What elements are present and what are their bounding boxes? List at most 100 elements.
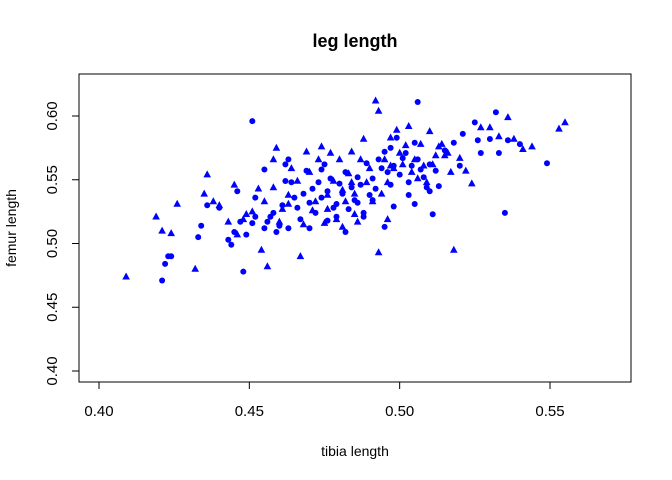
data-point-triangle [350,189,359,197]
data-point-triangle [296,252,305,260]
data-point-circle [369,175,376,182]
data-point-triangle [338,185,347,193]
data-point-triangle [314,155,323,163]
data-point-triangle [410,155,419,163]
data-point-triangle [462,166,470,174]
data-point-triangle [362,178,371,186]
data-point-circle [381,148,388,155]
data-point-triangle [528,142,536,150]
data-point-circle [411,201,418,207]
data-point-triangle [356,155,365,163]
data-point-circle [366,192,373,198]
data-point-triangle [392,125,401,133]
data-point-triangle [287,164,296,172]
data-point-triangle [398,160,407,168]
data-point-circle [354,199,361,206]
data-point-circle [408,162,415,169]
data-point-circle [474,137,481,144]
data-point-circle [501,209,508,216]
data-point-triangle [302,147,311,155]
data-point-circle [411,139,418,146]
data-point-triangle [347,178,356,186]
data-point-triangle [311,197,320,205]
x-tick-label: 0.40 [84,403,113,420]
data-point-circle [384,169,391,176]
x-axis: 0.40 0.45 0.50 0.55 [84,381,565,420]
data-point-triangle [555,124,563,132]
data-point-circle [306,199,313,206]
data-point-circle [252,194,259,201]
data-point-triangle [335,155,344,163]
data-point-triangle [468,179,476,187]
data-point-circle [282,178,289,184]
data-point-circle [495,150,502,156]
x-tick-label: 0.50 [385,403,414,420]
data-point-circle [318,166,325,173]
x-tick-label: 0.55 [535,403,564,420]
y-tick-label: 0.45 [44,293,61,322]
data-point-triangle [477,123,485,131]
data-point-triangle [254,184,263,192]
data-point-triangle [350,210,359,217]
data-point-triangle [383,215,392,223]
data-point-triangle [299,220,308,228]
y-tick-label: 0.50 [44,229,61,258]
data-point-triangle [428,160,437,168]
data-point-circle [291,194,298,201]
data-point-triangle [341,197,350,205]
data-point-circle [450,139,457,146]
data-point-circle [234,188,241,195]
data-point-circle [261,225,268,232]
data-point-circle [516,141,523,148]
data-point-circle [195,234,202,241]
data-point-triangle [353,217,362,225]
data-point-circle [420,174,427,181]
data-point-triangle [377,189,386,197]
data-point-circle [426,188,433,195]
data-point-triangle [450,245,458,253]
data-point-circle [504,137,511,144]
data-point-triangle [263,262,272,270]
data-point-circle [360,213,367,220]
data-point-circle [354,174,361,181]
data-point-triangle [269,183,278,191]
data-point-triangle [456,153,464,161]
data-point-triangle [365,164,374,172]
data-point-triangle [260,197,269,205]
data-point-triangle [239,215,248,223]
data-point-circle [315,179,322,186]
data-point-circle [282,161,289,168]
data-point-triangle [374,248,383,256]
data-point-triangle [386,133,395,141]
data-point-triangle [383,178,392,186]
data-point-triangle [447,167,455,175]
data-point-circle [393,134,400,141]
data-point-triangle [495,132,503,140]
data-point-circle [249,118,256,125]
data-point-circle [321,161,328,168]
data-point-triangle [444,148,452,156]
data-point-circle [390,203,397,210]
data-point-triangle [284,199,293,207]
data-point-triangle [486,123,494,131]
data-point-circle [399,155,406,162]
data-point-circle [375,156,382,163]
data-point-triangle [438,139,446,147]
data-point-circle [261,166,268,173]
data-point-circle [381,223,388,230]
data-point-triangle [395,148,404,156]
data-point-triangle [407,167,416,175]
data-point-triangle [293,176,302,184]
data-point-triangle [191,264,199,272]
data-point-circle [273,229,280,235]
data-point-circle [336,180,343,187]
data-point-circle [372,185,379,192]
data-point-circle [405,192,412,198]
data-point-circle [240,268,247,275]
data-point-circle [168,253,175,260]
data-point-circle [471,119,478,126]
data-point-circle [297,216,304,223]
data-point-triangle [326,148,335,156]
data-point-triangle [347,147,356,155]
